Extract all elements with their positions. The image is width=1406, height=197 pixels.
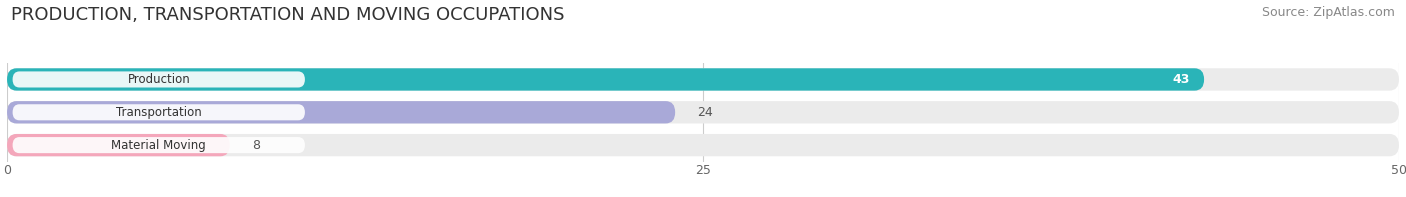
FancyBboxPatch shape <box>7 101 1399 124</box>
FancyBboxPatch shape <box>7 101 675 124</box>
Text: Transportation: Transportation <box>115 106 201 119</box>
FancyBboxPatch shape <box>7 68 1399 91</box>
Text: 24: 24 <box>697 106 713 119</box>
Text: 43: 43 <box>1173 73 1191 86</box>
FancyBboxPatch shape <box>13 137 305 153</box>
Text: 8: 8 <box>252 139 260 152</box>
FancyBboxPatch shape <box>7 68 1204 91</box>
FancyBboxPatch shape <box>7 134 229 156</box>
FancyBboxPatch shape <box>13 72 305 87</box>
Text: Source: ZipAtlas.com: Source: ZipAtlas.com <box>1261 6 1395 19</box>
Text: Material Moving: Material Moving <box>111 139 207 152</box>
Text: PRODUCTION, TRANSPORTATION AND MOVING OCCUPATIONS: PRODUCTION, TRANSPORTATION AND MOVING OC… <box>11 6 565 24</box>
FancyBboxPatch shape <box>13 104 305 120</box>
FancyBboxPatch shape <box>7 134 1399 156</box>
Text: Production: Production <box>128 73 190 86</box>
